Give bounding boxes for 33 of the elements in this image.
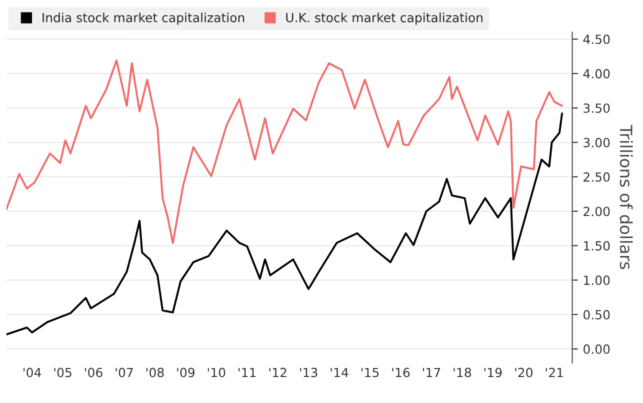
- x-tick-label: '11: [238, 368, 256, 378]
- y-tick-label: 2.00: [584, 206, 610, 216]
- y-tick-label: 4.50: [583, 34, 610, 44]
- y-tick-label: 2.50: [584, 172, 610, 182]
- x-tick-label: '06: [85, 368, 102, 378]
- y-tick-label: 0.00: [584, 344, 610, 354]
- x-tick-label: '13: [300, 368, 318, 378]
- y-tick-label: 1.50: [584, 241, 610, 251]
- x-tick-label: '19: [484, 368, 502, 378]
- line-series: [6, 112, 564, 336]
- x-tick-label: '09: [177, 368, 194, 378]
- x-tick-label: '08: [146, 368, 164, 378]
- y-tick-label: 4.00: [583, 69, 610, 78]
- y-axis-title: Trillions of dollars: [620, 124, 633, 270]
- x-tick-label: '07: [116, 368, 133, 378]
- line-series: [6, 59, 564, 244]
- legend-label: India stock market capitalization: [42, 12, 244, 25]
- x-tick-label: '16: [392, 368, 410, 378]
- x-tick-label: '10: [208, 368, 226, 378]
- y-tick-label: 1.00: [584, 276, 610, 286]
- y-tick-label: 3.50: [584, 103, 610, 113]
- x-tick-label: '05: [54, 368, 72, 378]
- x-tick-label: '21: [546, 368, 563, 378]
- x-tick-label: '04: [24, 368, 42, 378]
- x-tick-label: '15: [362, 368, 379, 378]
- x-tick-label: '18: [454, 368, 471, 378]
- x-tick-label: '12: [269, 368, 286, 378]
- x-tick-label: '20: [515, 368, 532, 378]
- y-tick-label: 3.00: [584, 138, 610, 148]
- y-tick-label: 0.50: [584, 310, 610, 320]
- x-tick-label: '17: [422, 368, 440, 378]
- x-tick-label: '14: [330, 368, 348, 378]
- legend-label: U.K. stock market capitalization: [286, 12, 482, 25]
